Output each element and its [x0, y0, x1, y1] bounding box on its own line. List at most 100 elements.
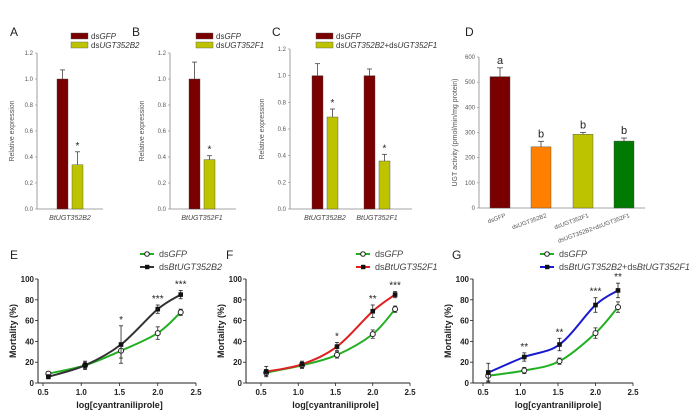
panel-letter: F — [226, 248, 233, 262]
fit-curve — [266, 308, 396, 374]
data-point — [615, 304, 621, 311]
data-point — [521, 367, 528, 374]
group-letter: a — [497, 55, 504, 67]
y-tick-label: 80 — [233, 296, 242, 305]
data-point — [154, 330, 161, 337]
panel-letter: G — [452, 248, 461, 262]
fit-curve — [48, 293, 182, 378]
bar — [613, 140, 635, 209]
x-tick-label: 1.0 — [515, 388, 527, 397]
fit-curve — [48, 311, 182, 375]
y-tick-label: 500 — [465, 80, 476, 86]
legend-marker — [144, 251, 150, 257]
y-tick-label: 0 — [465, 379, 470, 388]
category-label: dsUGT352B2+dsUGT352F1 — [557, 213, 631, 245]
panel-letter: C — [272, 25, 281, 39]
y-axis-label: Mortality (%) — [216, 304, 226, 358]
y-tick-label: 1.0 — [25, 77, 34, 83]
y-tick-label: 400 — [465, 105, 476, 111]
x-tick-label: 2.5 — [190, 388, 202, 397]
significance-mark: ** — [520, 342, 528, 353]
data-point — [299, 361, 305, 367]
legend-swatch — [195, 32, 214, 40]
panel-letter: D — [465, 25, 474, 39]
legend-swatch — [195, 41, 214, 49]
y-tick-label: 100 — [21, 275, 35, 284]
panel-d: D 0 100 200 300 400 500 600 UGT activity (pmol/m… — [452, 25, 645, 245]
legend-marker — [361, 264, 366, 270]
legend-swatch — [315, 32, 334, 40]
y-tick-label: 40 — [25, 337, 34, 346]
y-tick-label: 600 — [465, 55, 476, 61]
y-tick-label: 0.8 — [25, 103, 34, 109]
legend-swatch — [315, 41, 334, 49]
fit-curve — [266, 293, 396, 373]
data-point — [46, 374, 51, 380]
y-tick-label: 60 — [460, 317, 469, 326]
y-tick-label: 300 — [465, 131, 476, 137]
data-point — [592, 330, 599, 337]
y-tick-label: 1.0 — [278, 74, 287, 80]
y-tick-label: 0.6 — [278, 127, 287, 133]
significance-mark: *** — [590, 287, 602, 298]
y-tick-label: 20 — [233, 358, 242, 367]
x-tick-label: 2.5 — [404, 388, 416, 397]
group-letter: b — [621, 125, 627, 137]
x-tick-label: 2.5 — [627, 388, 639, 397]
bar — [489, 76, 511, 209]
y-axis-label: Relative expression — [9, 100, 16, 161]
y-tick-label: 20 — [25, 358, 34, 367]
x-tick-label: 2.0 — [367, 388, 379, 397]
y-axis-label: Relative expression — [139, 100, 146, 161]
significance-mark: ** — [614, 272, 622, 283]
category-label: BtUGT352F1 — [181, 215, 222, 222]
bar — [572, 134, 594, 209]
x-tick-label: 1.5 — [114, 388, 126, 397]
panel-f: F 0 20 40 60 80 100 0.5 1.0 1.5 2.0 2.5 log[cyantran… — [216, 248, 438, 410]
data-point — [82, 363, 88, 368]
legend-label: dsUGT352B2 — [91, 41, 140, 50]
legend-marker — [544, 251, 550, 257]
significance-mark: * — [383, 143, 387, 154]
data-point — [593, 302, 598, 308]
x-axis-label: log[cyantraniliprole] — [76, 400, 163, 410]
legend-label: dsBtUGT352B2 — [159, 262, 222, 272]
y-tick-label: 0 — [472, 206, 476, 212]
significance-mark: * — [331, 98, 335, 109]
data-point — [369, 331, 376, 338]
x-tick-label: 1.5 — [552, 388, 564, 397]
x-axis-label: log[cyantraniliprole] — [292, 400, 379, 410]
y-tick-label: 0.2 — [158, 181, 167, 187]
significance-mark: * — [208, 145, 212, 156]
panel-b: B 0.0 0.2 0.4 0.6 0.8 1.0 1.2 Relative expressio… — [132, 25, 264, 222]
y-tick-label: 40 — [460, 337, 469, 346]
bar — [71, 164, 84, 210]
data-point — [370, 308, 376, 314]
significance-mark: * — [76, 141, 80, 152]
y-tick-label: 0 — [30, 379, 35, 388]
bar — [311, 75, 324, 210]
legend-label: dsGFP — [375, 249, 403, 259]
y-axis-label: Mortality (%) — [443, 304, 453, 358]
y-tick-label: 60 — [233, 317, 242, 326]
data-point — [615, 288, 621, 293]
legend-label: dsGFP — [216, 32, 242, 41]
significance-mark: *** — [152, 294, 164, 305]
y-tick-label: 40 — [233, 337, 242, 346]
data-point — [392, 292, 398, 297]
data-point — [557, 342, 562, 347]
y-axis-label: Relative expression — [259, 98, 266, 159]
significance-mark: *** — [389, 280, 401, 291]
data-point — [334, 344, 340, 349]
legend-label: dsBtUGT352F1 — [375, 262, 438, 272]
y-tick-label: 80 — [460, 296, 469, 305]
legend-marker — [360, 251, 366, 257]
legend-swatch — [70, 32, 89, 40]
x-tick-label: 0.5 — [255, 388, 267, 397]
x-tick-label: 2.0 — [590, 388, 602, 397]
y-tick-label: 0.4 — [158, 155, 167, 161]
y-tick-label: 80 — [25, 296, 34, 305]
data-point — [485, 370, 491, 375]
y-tick-label: 1.2 — [158, 51, 167, 57]
y-tick-label: 100 — [465, 181, 476, 187]
